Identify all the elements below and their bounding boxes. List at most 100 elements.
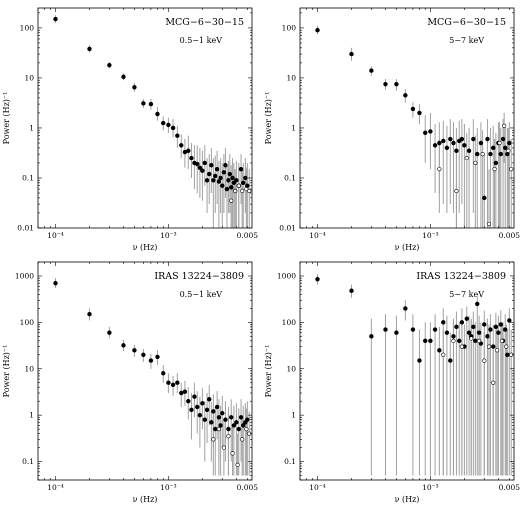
filled-point-23 <box>209 420 214 425</box>
x-axis-label: ν (Hz) <box>395 243 420 252</box>
filled-point-26 <box>214 166 220 172</box>
open-point-4 <box>477 338 482 343</box>
filled-point-2 <box>107 62 112 68</box>
filled-point-21 <box>204 178 210 183</box>
filled-point-18 <box>459 136 465 142</box>
filled-point-37 <box>241 423 246 428</box>
filled-point-25 <box>475 301 480 307</box>
filled-point-18 <box>197 165 203 170</box>
filled-point-16 <box>454 324 459 330</box>
filled-point-25 <box>213 426 218 432</box>
y-tick-label: 10 <box>24 73 34 82</box>
y-axis-label: Power (Hz)⁻¹ <box>2 92 11 145</box>
filled-point-39 <box>234 178 239 183</box>
filled-point-14 <box>448 136 453 142</box>
y-tick-label: 100 <box>282 23 297 32</box>
filled-point-34 <box>227 171 233 177</box>
filled-point-34 <box>507 140 512 146</box>
y-tick-label: 1 <box>291 123 296 132</box>
open-point-2 <box>221 445 226 450</box>
open-point-3 <box>240 188 245 194</box>
filled-point-3 <box>383 327 388 332</box>
y-axis-label: Power (Hz)⁻¹ <box>2 345 11 398</box>
filled-point-3 <box>121 343 126 348</box>
filled-point-31 <box>223 163 228 168</box>
filled-point-6 <box>148 358 154 363</box>
open-point-9 <box>506 148 511 153</box>
filled-point-38 <box>507 318 512 323</box>
filled-point-2 <box>369 334 374 339</box>
filled-point-31 <box>491 344 496 349</box>
filled-point-28 <box>493 160 499 166</box>
open-point-8 <box>502 123 507 128</box>
panel-iras-hard: 10⁻⁴ 10⁻³ 0.005 0.1 1 10 100 1000 ν (Hz) Power (H… <box>264 261 520 504</box>
open-point-5 <box>247 188 252 194</box>
filled-point-0 <box>315 277 320 282</box>
filled-point-17 <box>457 338 462 344</box>
x-tick-label: 0.005 <box>237 231 259 240</box>
filled-point-11 <box>437 140 442 146</box>
plot-frame <box>37 7 253 229</box>
x-tick-label: 10⁻³ <box>422 483 439 492</box>
panel-mcg-hard: 10⁻⁴ 10⁻³ 0.005 0.01 0.1 1 10 100 ν (Hz) Power (H… <box>264 7 520 252</box>
filled-point-39 <box>245 417 250 422</box>
filled-point-33 <box>496 330 501 335</box>
filled-point-7 <box>417 110 422 116</box>
open-point-5 <box>235 462 240 467</box>
y-tick-label: 1000 <box>15 271 34 280</box>
filled-point-33 <box>231 423 237 428</box>
filled-point-23 <box>209 163 214 168</box>
open-point-0 <box>229 198 234 203</box>
filled-point-32 <box>493 324 499 330</box>
open-point-2 <box>236 183 241 188</box>
filled-point-21 <box>471 136 476 142</box>
x-tick-label: 10⁻⁴ <box>309 231 326 240</box>
filled-point-16 <box>454 148 459 153</box>
filled-point-31 <box>500 136 506 142</box>
filled-point-36 <box>230 175 235 181</box>
filled-point-8 <box>161 371 166 376</box>
open-point-1 <box>233 188 238 194</box>
open-point-7 <box>491 380 496 385</box>
filled-point-28 <box>482 322 487 327</box>
filled-point-2 <box>369 68 374 73</box>
filled-point-23 <box>471 324 476 330</box>
filled-point-26 <box>488 151 493 157</box>
filled-point-6 <box>410 106 416 112</box>
filled-point-24 <box>211 178 216 183</box>
filled-point-43 <box>243 175 248 181</box>
filled-point-27 <box>491 145 496 151</box>
panel-title: MCG−6−30−15 <box>427 17 506 28</box>
filled-point-6 <box>148 101 154 107</box>
open-point-3 <box>473 160 478 166</box>
x-tick-label: 10⁻⁴ <box>47 483 64 492</box>
open-point-1 <box>216 427 221 432</box>
y-tick-label: 1 <box>29 123 34 132</box>
filled-point-5 <box>141 101 146 106</box>
y-tick-label: 0.1 <box>284 173 296 182</box>
filled-point-14 <box>186 148 191 153</box>
filled-point-22 <box>207 397 212 402</box>
y-tick-label: 10 <box>286 364 296 373</box>
y-tick-label: 1 <box>29 411 34 420</box>
open-point-5 <box>486 221 492 227</box>
filled-point-36 <box>238 415 244 420</box>
filled-point-20 <box>464 316 469 321</box>
y-tick-label: 100 <box>282 318 297 327</box>
filled-point-1 <box>349 288 354 293</box>
filled-point-8 <box>423 338 428 344</box>
filled-point-3 <box>383 81 388 87</box>
filled-point-12 <box>179 390 184 396</box>
y-tick-label: 1000 <box>277 271 296 280</box>
open-point-0 <box>211 437 216 442</box>
x-tick-label: 0.005 <box>499 483 520 492</box>
filled-point-34 <box>498 322 503 327</box>
open-point-10 <box>509 167 514 172</box>
filled-point-37 <box>231 180 237 186</box>
open-point-1 <box>451 338 456 343</box>
filled-point-19 <box>200 401 205 406</box>
panel-mcg-soft: 10⁻⁴ 10⁻³ 0.005 0.01 0.1 1 10 100 ν (Hz) Power (H… <box>2 7 259 252</box>
filled-point-7 <box>155 354 160 360</box>
open-point-0 <box>437 167 442 172</box>
filled-point-33 <box>226 178 231 183</box>
